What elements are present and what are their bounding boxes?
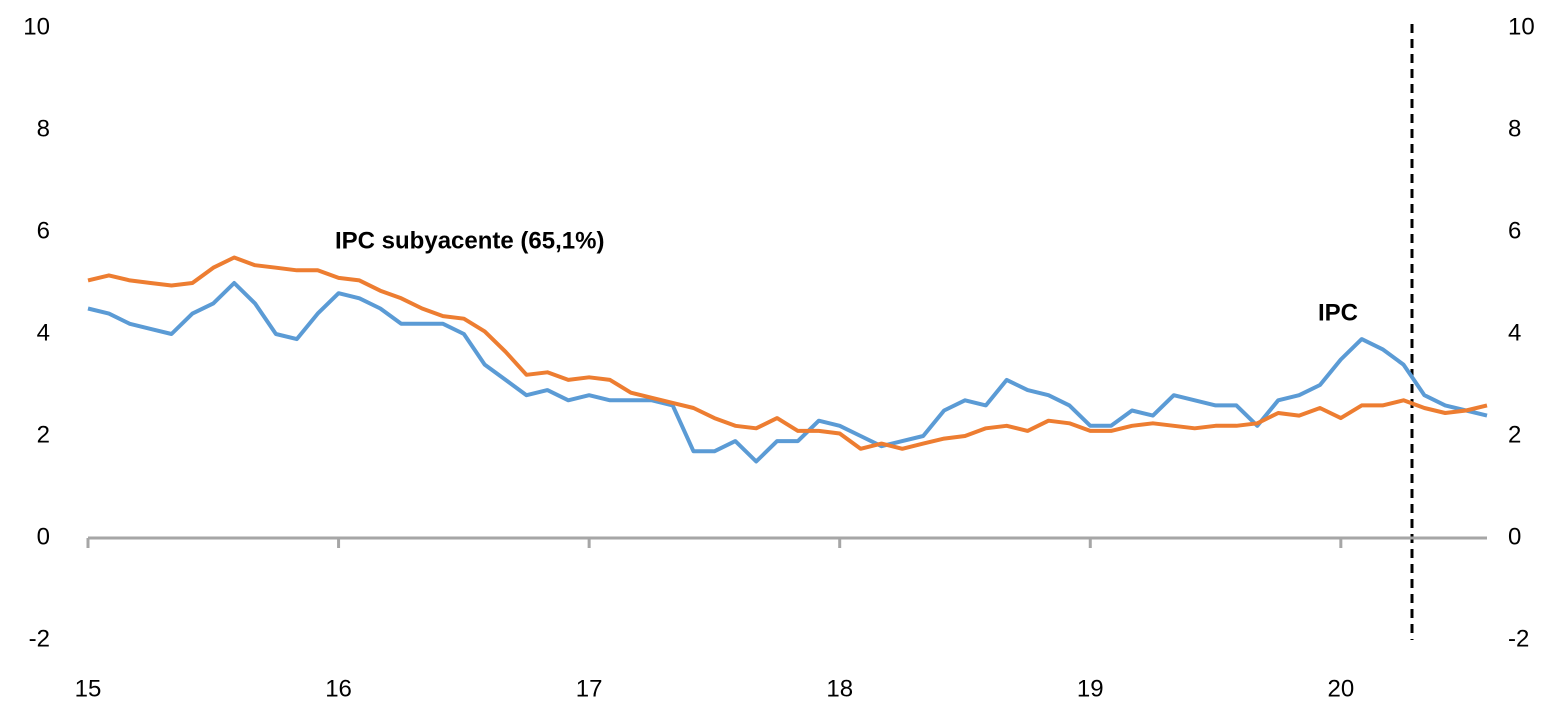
y-tick-label: 8 [37, 115, 50, 142]
series-label: IPC [1318, 299, 1358, 326]
y-tick-label: 4 [37, 319, 50, 346]
y2-tick-label: 10 [1508, 13, 1535, 40]
line-series [87, 255, 1488, 451]
x-tick-label: 15 [75, 675, 102, 702]
y-tick-label: 10 [23, 13, 50, 40]
y-tick-label: 6 [37, 217, 50, 244]
y-tick-label: -2 [29, 625, 50, 652]
series-label: IPC subyacente (65,1%) [335, 227, 604, 254]
x-tick-label: 20 [1327, 675, 1354, 702]
x-tick-label: 18 [826, 675, 853, 702]
x-tick-label: 19 [1077, 675, 1104, 702]
y2-tick-label: 6 [1508, 217, 1521, 244]
x-tick-label: 17 [576, 675, 603, 702]
y2-tick-label: 8 [1508, 115, 1521, 142]
y2-tick-label: -2 [1508, 625, 1529, 652]
y2-tick-label: 0 [1508, 523, 1521, 550]
y-tick-label: 0 [37, 523, 50, 550]
y2-tick-label: 2 [1508, 421, 1521, 448]
y-tick-label: 2 [37, 421, 50, 448]
line-series [87, 281, 1488, 464]
y2-tick-label: 4 [1508, 319, 1521, 346]
x-tick-label: 16 [325, 675, 352, 702]
